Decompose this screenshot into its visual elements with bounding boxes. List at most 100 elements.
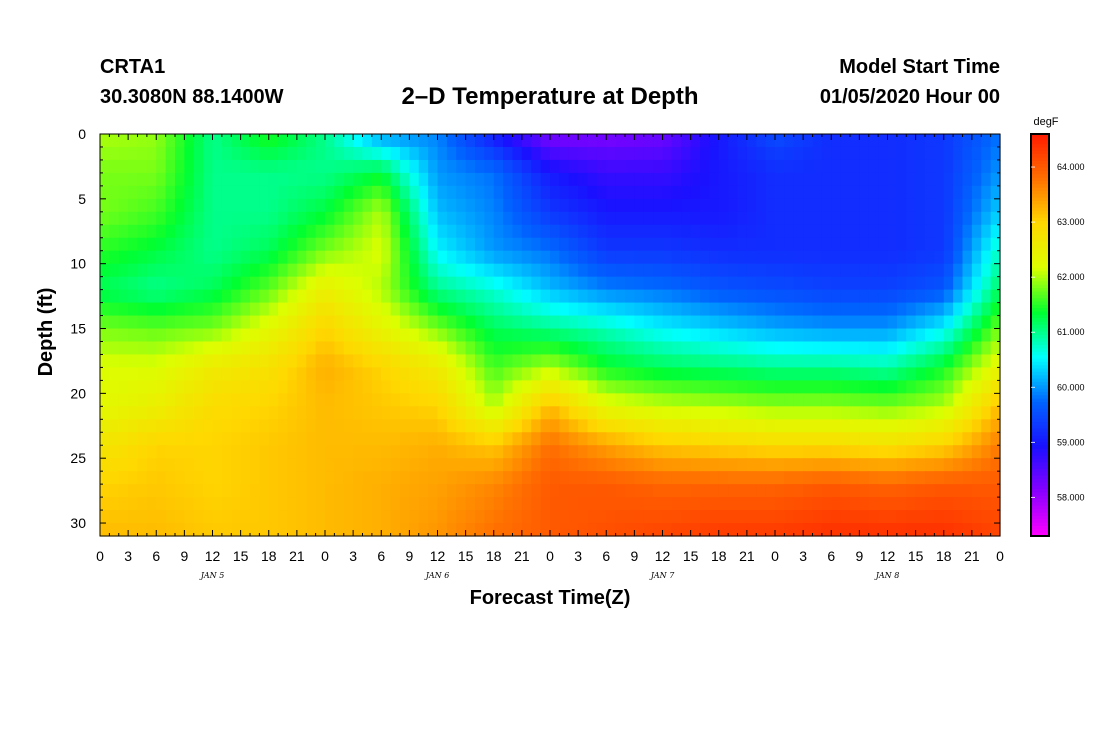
- heatmap-cell: [503, 224, 514, 239]
- heatmap-cell: [184, 484, 195, 498]
- heatmap-cell: [268, 289, 279, 304]
- heatmap-cell: [306, 341, 317, 356]
- heatmap-cell: [896, 211, 907, 226]
- heatmap-cell: [231, 458, 242, 472]
- heatmap-cell: [775, 432, 785, 446]
- heatmap-cell: [343, 393, 354, 407]
- heatmap-cell: [625, 289, 635, 304]
- heatmap-cell: [625, 185, 635, 200]
- heatmap-cell: [146, 237, 157, 252]
- heatmap-cell: [868, 185, 879, 200]
- heatmap-cell: [175, 341, 185, 356]
- heatmap-cell: [259, 432, 270, 446]
- heatmap-cell: [400, 393, 410, 407]
- heatmap-cell: [100, 458, 110, 472]
- colorbar-band: [1031, 147, 1049, 152]
- colorbar-frame: [1030, 133, 1050, 537]
- heatmap-cell: [568, 367, 579, 381]
- heatmap-cell: [521, 445, 532, 459]
- heatmap-cell: [934, 159, 945, 174]
- heatmap-cell: [812, 432, 823, 446]
- heatmap-cell: [193, 432, 204, 446]
- heatmap-cell: [156, 419, 167, 433]
- heatmap-cell: [953, 134, 964, 148]
- heatmap-cell: [615, 354, 626, 369]
- heatmap-cell: [268, 328, 279, 343]
- heatmap-cell: [550, 237, 560, 252]
- heatmap-cell: [109, 367, 120, 381]
- heatmap-cell: [962, 315, 973, 330]
- x-tick-label: 6: [152, 548, 160, 564]
- heatmap-cell: [634, 237, 645, 252]
- heatmap-cell: [250, 289, 260, 304]
- heatmap-cell: [793, 367, 804, 381]
- heatmap-cell: [587, 393, 598, 407]
- heatmap-cell: [718, 159, 729, 174]
- heatmap-cell: [953, 354, 964, 369]
- heatmap-cell: [718, 302, 729, 317]
- heatmap-cell: [156, 315, 167, 330]
- heatmap-cell: [906, 497, 917, 511]
- heatmap-cell: [653, 419, 664, 433]
- heatmap-cell: [803, 172, 814, 187]
- colorbar-band: [1031, 482, 1049, 487]
- heatmap-cell: [784, 211, 795, 226]
- heatmap-cell: [203, 198, 214, 213]
- heatmap-cell: [165, 250, 176, 265]
- heatmap-cell: [409, 211, 420, 226]
- heatmap-cell: [362, 198, 373, 213]
- heatmap-cell: [371, 328, 382, 343]
- heatmap-cell: [700, 419, 710, 433]
- heatmap-cell: [343, 172, 354, 187]
- heatmap-cell: [390, 406, 401, 420]
- heatmap-cell: [756, 146, 767, 161]
- heatmap-cell: [475, 134, 485, 148]
- heatmap-cell: [671, 419, 682, 433]
- heatmap-cell: [709, 367, 720, 381]
- heatmap-cell: [175, 315, 185, 330]
- heatmap-cell: [428, 315, 439, 330]
- colorbar: 58.00059.00060.00061.00062.00063.00064.0…: [1030, 133, 1085, 537]
- heatmap-cell: [137, 341, 148, 356]
- heatmap-cell: [390, 276, 401, 291]
- heatmap-cell: [840, 432, 851, 446]
- heatmap-cell: [250, 211, 260, 226]
- heatmap-cell: [578, 458, 589, 472]
- heatmap-cell: [653, 458, 664, 472]
- heatmap-cell: [193, 510, 204, 524]
- heatmap-cell: [746, 484, 757, 498]
- heatmap-cell: [343, 497, 354, 511]
- heatmap-cell: [306, 289, 317, 304]
- heatmap-cell: [859, 224, 870, 239]
- heatmap-cell: [175, 276, 185, 291]
- heatmap-cell: [700, 523, 710, 537]
- heatmap-cell: [812, 406, 823, 420]
- heatmap-cell: [606, 198, 617, 213]
- heatmap-cell: [812, 380, 823, 394]
- heatmap-cell: [550, 172, 560, 187]
- heatmap-cell: [690, 367, 701, 381]
- heatmap-cell: [878, 134, 889, 148]
- heatmap-cell: [840, 406, 851, 420]
- heatmap-cell: [456, 406, 467, 420]
- heatmap-cell: [446, 432, 457, 446]
- heatmap-cell: [878, 276, 889, 291]
- heatmap-cell: [362, 393, 373, 407]
- heatmap-cell: [850, 211, 860, 226]
- heatmap-cell: [334, 419, 345, 433]
- heatmap-cell: [606, 471, 617, 485]
- heatmap-cell: [550, 432, 560, 446]
- heatmap-cell: [428, 523, 439, 537]
- heatmap-cell: [775, 380, 785, 394]
- heatmap-cell: [418, 263, 429, 278]
- heatmap-cell: [446, 172, 457, 187]
- heatmap-cell: [278, 172, 289, 187]
- heatmap-cell: [353, 341, 364, 356]
- heatmap-cell: [268, 302, 279, 317]
- heatmap-cell: [221, 328, 232, 343]
- heatmap-cell: [128, 471, 139, 485]
- heatmap-cell: [643, 224, 654, 239]
- heatmap-cell: [868, 393, 879, 407]
- heatmap-cell: [456, 510, 467, 524]
- heatmap-cell: [550, 159, 560, 174]
